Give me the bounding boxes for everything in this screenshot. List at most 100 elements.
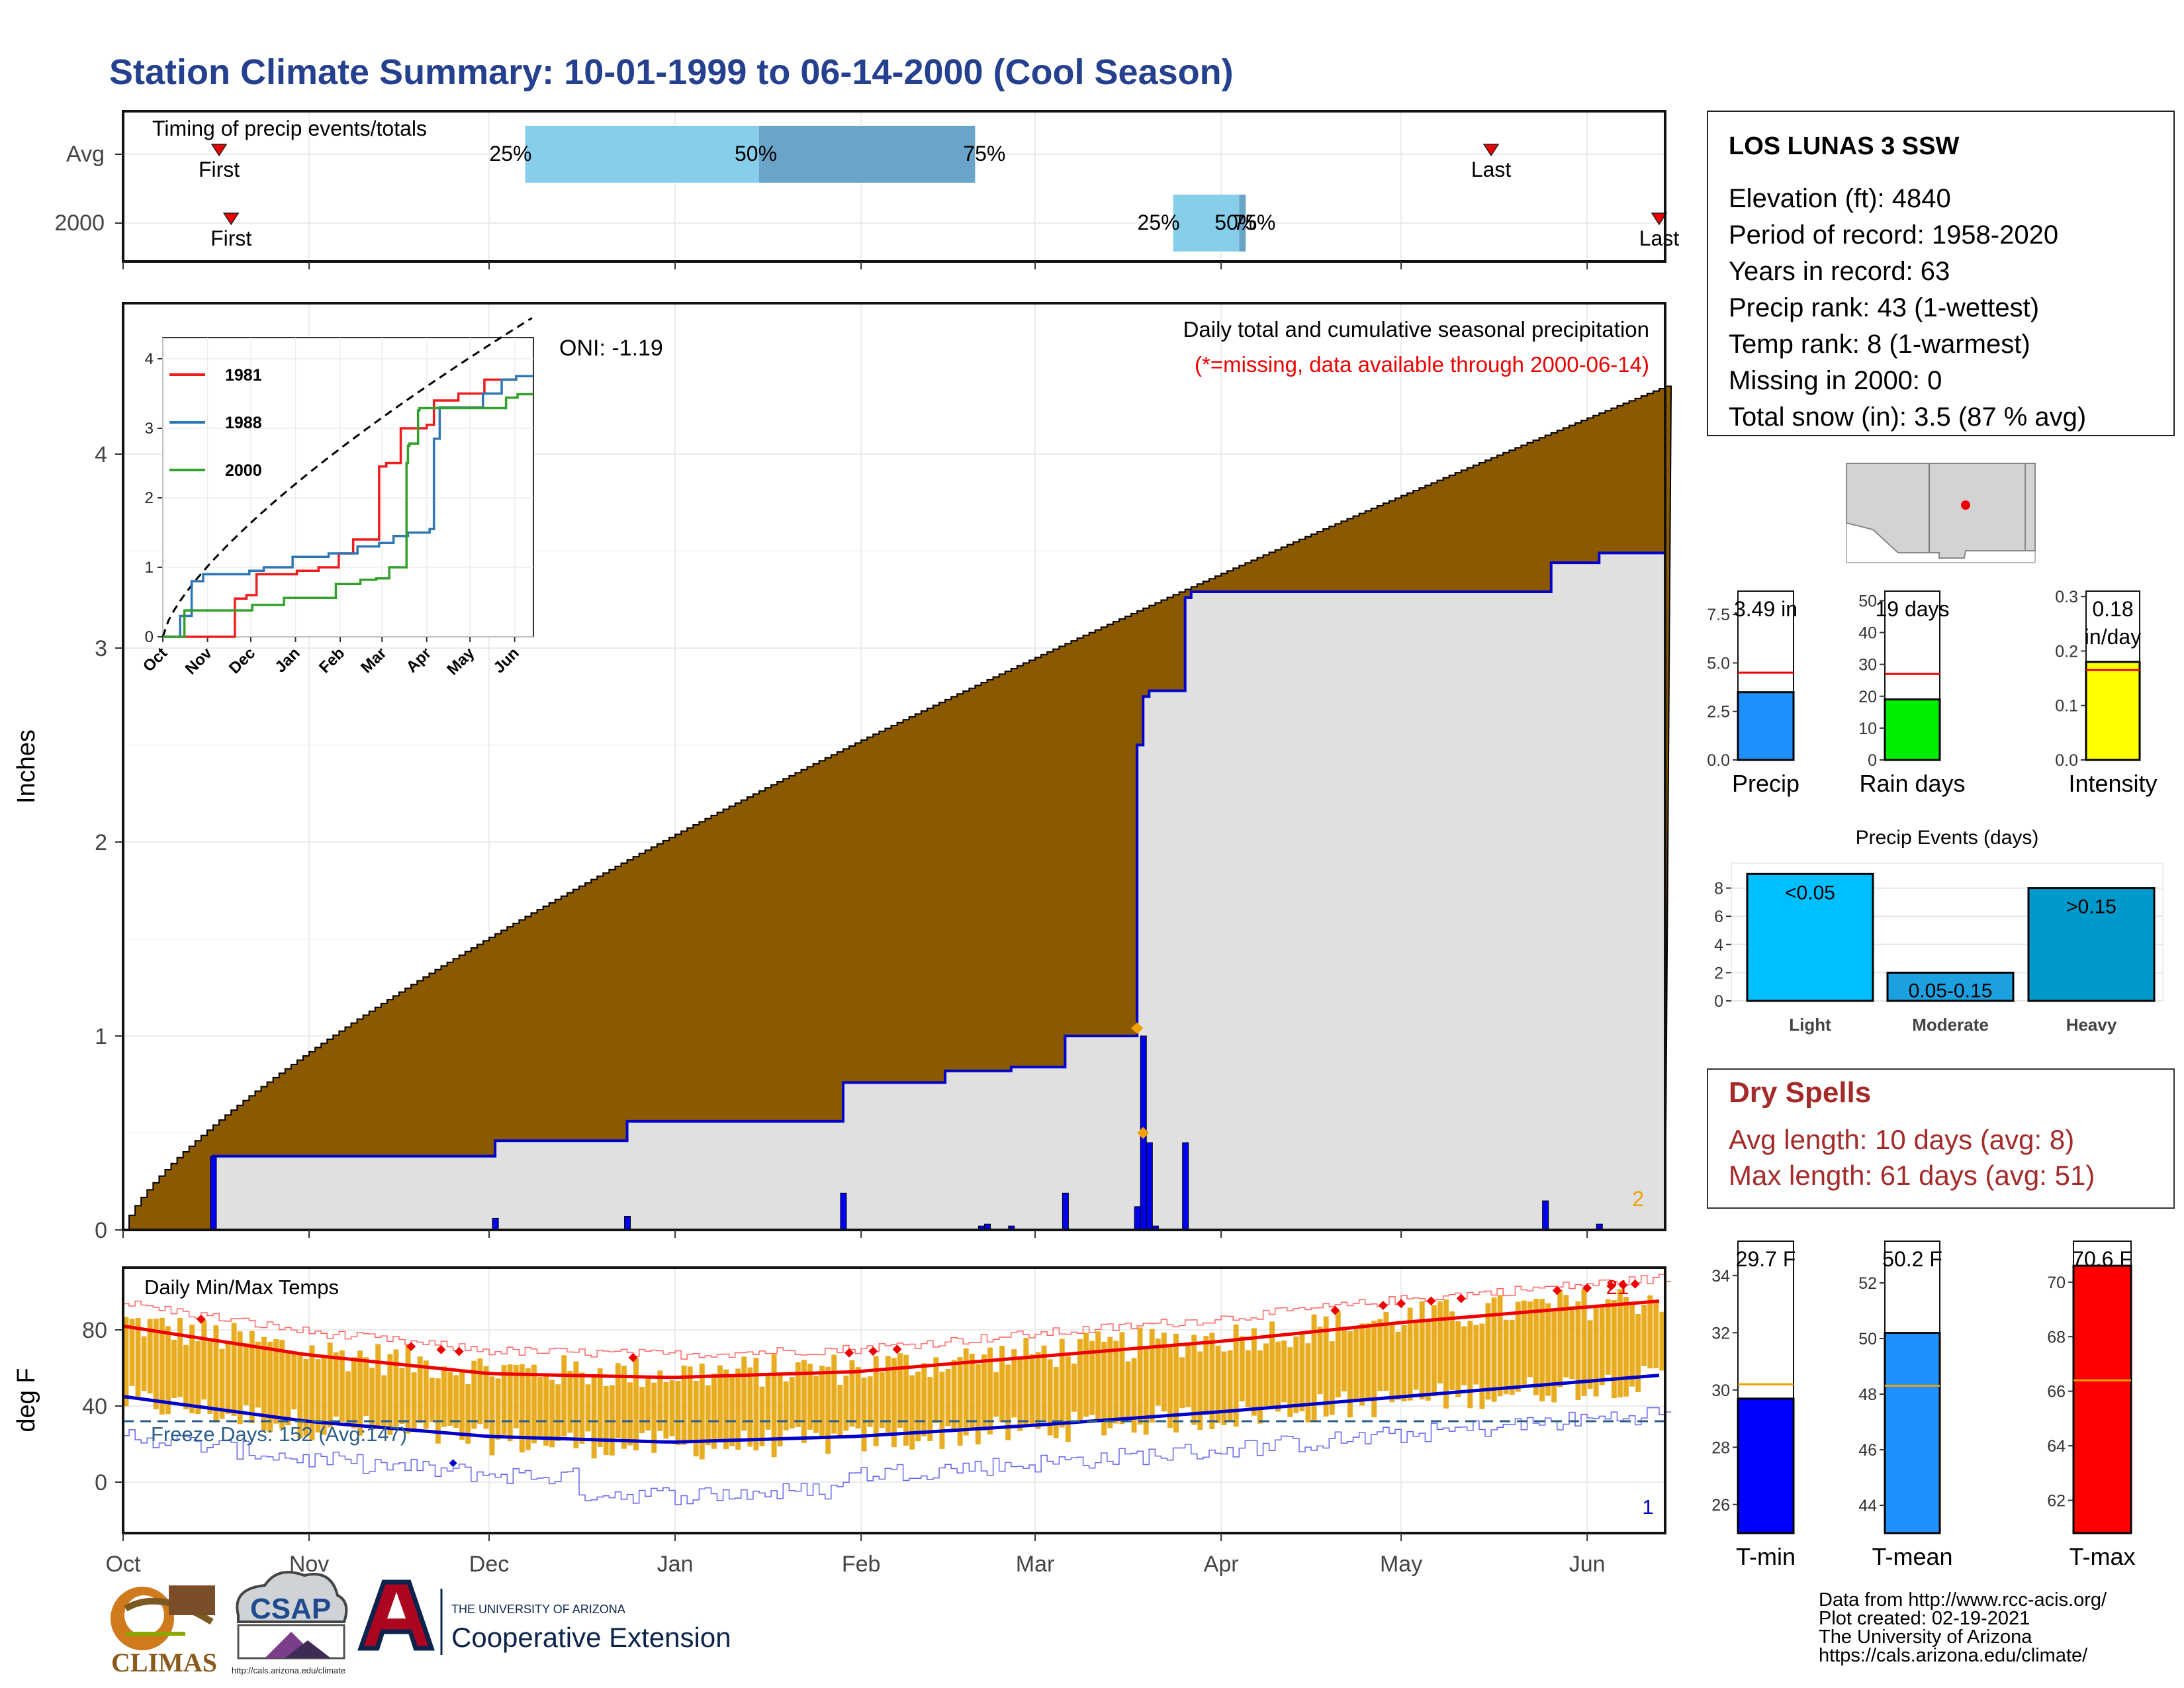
climas-logo-text: CLIMAS — [111, 1648, 217, 1677]
timing-p50-label: 50% — [735, 142, 777, 165]
daily-temp-bar — [231, 1323, 237, 1416]
daily-temp-bar — [483, 1366, 489, 1429]
record-high-marker — [1378, 1301, 1388, 1311]
main-frame — [122, 302, 1666, 1231]
record-high-marker — [892, 1344, 902, 1354]
event-bar — [1886, 971, 2015, 1002]
daily-temp-bar — [591, 1377, 597, 1459]
daily-temp-bar — [501, 1365, 507, 1435]
events-y-tick-label: 0 — [1714, 992, 1723, 1011]
normal-max-line — [122, 1299, 1660, 1380]
daily-temp-bar — [1479, 1323, 1485, 1409]
daily-temp-bar — [759, 1386, 765, 1446]
stat-value-label: 19 days — [1875, 597, 1949, 621]
daily-temp-bar — [525, 1368, 531, 1450]
timing-bar-25-50 — [525, 126, 760, 183]
last-event-marker — [1482, 144, 1500, 157]
stat-value-label: 50.2 F — [1882, 1247, 1942, 1271]
stat-y-tick-label: 20 — [1858, 688, 1877, 706]
daily-temp-bar — [975, 1364, 981, 1445]
daily-temp-bar — [297, 1352, 303, 1438]
record-high-marker — [436, 1344, 446, 1354]
daily-temp-bar — [903, 1354, 909, 1446]
stat-axis-label: T-min — [1736, 1543, 1796, 1570]
daily-temp-bar — [1611, 1299, 1617, 1399]
timing-title: Timing of precip events/totals — [152, 117, 427, 140]
stat-value-label: 0.18 — [2092, 597, 2133, 621]
daily-temp-bar — [435, 1378, 441, 1444]
inset-series-line — [163, 375, 533, 638]
daily-temp-bar — [333, 1352, 339, 1417]
timing-p75-label: 75% — [1233, 211, 1275, 234]
record-high-marker — [1552, 1286, 1562, 1295]
stat-value-bar — [2085, 661, 2141, 761]
daily-temp-bar — [213, 1325, 219, 1423]
daily-temp-bar — [1191, 1335, 1197, 1425]
inset-y-label: 1 — [145, 559, 154, 577]
record-low-count: 1 — [1642, 1495, 1653, 1519]
stat-value-bar — [1884, 1332, 1941, 1534]
temp-stat-charts: 26 28 30 32 34 29.7 F T-min 44 46 48 50 52 50.2 F T-m… — [1711, 1241, 2136, 1570]
daily-temp-bar — [243, 1343, 249, 1405]
first-event-label: First — [210, 226, 251, 250]
station-missing: Missing in 2000: 0 — [1729, 366, 1942, 395]
daily-temp-bar — [411, 1372, 417, 1432]
stat-y-tick-label: 7.5 — [1707, 606, 1730, 624]
stat-y-tick-label: 0.0 — [1707, 751, 1730, 770]
daily-temp-bar — [1521, 1300, 1527, 1386]
stat-y-tick-label: 46 — [1858, 1441, 1877, 1460]
stat-axis-label: Precip — [1732, 770, 1799, 797]
footer-url: https://cals.arizona.edu/climate/ — [1819, 1645, 2088, 1666]
dry-spells-box: Dry Spells Avg length: 10 days (avg: 8) … — [1707, 1068, 2175, 1209]
daily-temp-bar — [381, 1375, 387, 1427]
daily-temp-bar — [537, 1377, 543, 1436]
daily-temp-bar — [1035, 1352, 1041, 1429]
daily-temp-bar — [987, 1347, 993, 1434]
record-high-marker — [628, 1352, 638, 1362]
month-label: Feb — [842, 1552, 881, 1577]
daily-temp-bar — [945, 1369, 951, 1427]
daily-temp-bar — [225, 1342, 231, 1414]
daily-temp-bar — [567, 1370, 573, 1433]
stat-y-tick-label: 50 — [1858, 592, 1877, 610]
daily-temp-bar — [171, 1339, 177, 1398]
station-precip-rank: Precip rank: 43 (1-wettest) — [1729, 293, 2039, 322]
daily-temp-bar — [957, 1357, 963, 1446]
daily-temp-bar — [321, 1355, 327, 1435]
daily-temp-bar — [783, 1381, 789, 1430]
daily-temp-bar — [1257, 1350, 1263, 1424]
daily-temp-bar — [735, 1368, 741, 1450]
daily-temp-bar — [1371, 1321, 1377, 1418]
daily-temp-bar — [207, 1338, 213, 1414]
daily-temp-bar — [921, 1363, 927, 1436]
daily-temp-bar — [1053, 1366, 1059, 1438]
stat-y-tick-label: 50 — [1858, 1330, 1877, 1348]
daily-temp-bar — [795, 1362, 801, 1427]
daily-temp-bar — [585, 1384, 591, 1432]
daily-temp-bar — [1179, 1357, 1185, 1409]
daily-temp-bar — [153, 1319, 159, 1409]
daily-temp-bar — [579, 1372, 585, 1444]
page-title: Station Climate Summary: 10-01-1999 to 0… — [109, 52, 1234, 92]
daily-temp-bar — [1587, 1320, 1593, 1389]
daily-temp-bar — [711, 1374, 717, 1449]
daily-temp-bar — [843, 1376, 849, 1431]
daily-temp-bar — [1185, 1343, 1191, 1407]
daily-temp-bar — [645, 1378, 651, 1430]
daily-temp-bar — [315, 1359, 321, 1432]
daily-temp-bar — [507, 1364, 513, 1442]
daily-temp-bar — [303, 1358, 309, 1436]
daily-temp-bar — [327, 1342, 333, 1428]
daily-temp-bar — [831, 1354, 837, 1434]
record-high-marker — [454, 1346, 464, 1356]
daily-temp-bar — [1413, 1321, 1419, 1390]
timing-frame — [122, 110, 1666, 263]
daily-temp-bar — [177, 1318, 183, 1397]
climas-logo: CLIMAS — [111, 1585, 217, 1677]
daily-temp-bar — [999, 1346, 1005, 1423]
daily-temp-bar — [1143, 1346, 1149, 1435]
daily-temp-bar — [1323, 1316, 1329, 1417]
daily-temp-bar — [1317, 1327, 1323, 1395]
timing-p25-label: 25% — [1138, 211, 1180, 234]
